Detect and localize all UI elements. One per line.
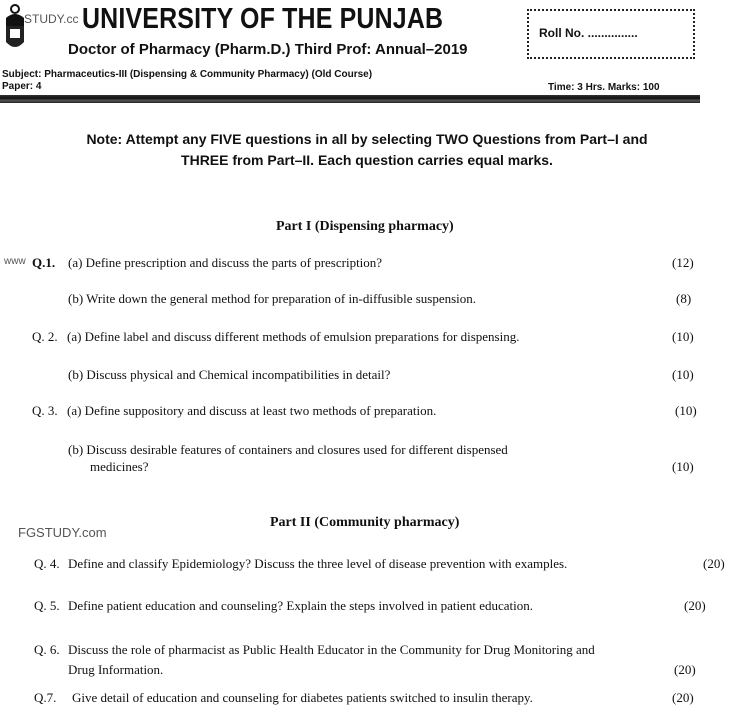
question-marks: (20) [674,662,696,677]
question-marks: (8) [676,291,692,306]
note-line-1: Note: Attempt any FIVE questions in all … [86,131,648,147]
time-marks: Time: 3 Hrs. Marks: 100 [548,82,660,93]
question-number: Q.1. [32,255,56,270]
watermark-top: STUDY.cc [24,12,79,26]
question-text: Give detail of education and counseling … [72,690,533,705]
question-number: Q.7. [34,690,57,705]
question-text: (b) Discuss physical and Chemical incomp… [68,367,391,382]
question-text: (b) Write down the general method for pr… [68,291,477,306]
question-text-cont: medicines? [90,459,149,474]
watermark-www: www [4,256,26,267]
note-line-2: THREE from Part–II. Each question carrie… [181,152,553,168]
question-text: Discuss the role of pharmacist as Public… [68,642,595,657]
university-title: UNIVERSITY OF THE PUNJAB [82,3,444,35]
question-number: Q. 4. [34,556,60,571]
question-text-cont: Drug Information. [68,662,164,677]
question-marks: (10) [672,459,694,474]
part2-title: Part II (Community pharmacy) [270,515,460,530]
question-text: (b) Discuss desirable features of contai… [68,442,508,457]
question-marks: (20) [672,690,694,705]
university-crest-logo [3,4,27,52]
watermark-mid: FGSTUDY.com [18,525,107,540]
roll-number-label: Roll No. ............... [539,26,638,40]
question-number: Q. 3. [32,403,58,418]
question-number: Q. 5. [34,598,60,613]
paper-number: Paper: 4 [2,81,42,92]
question-marks: (10) [672,329,694,344]
question-text: Define and classify Epidemiology? Discus… [68,556,568,571]
question-number: Q. 6. [34,642,60,657]
question-marks: (12) [672,255,694,270]
roll-number-box: Roll No. ............... [527,9,695,59]
question-text: Define patient education and counseling?… [68,598,533,613]
part1-title: Part I (Dispensing pharmacy) [276,219,454,234]
exam-title: Doctor of Pharmacy (Pharm.D.) Third Prof… [68,41,468,58]
question-marks: (10) [675,403,697,418]
question-marks: (20) [703,556,725,571]
subject-line: Subject: Pharmaceutics-III (Dispensing &… [2,69,373,80]
question-text: (a) Define suppository and discuss at le… [67,403,437,418]
question-number: Q. 2. [32,329,58,344]
header-divider [0,95,700,103]
question-marks: (10) [672,367,694,382]
question-text: (a) Define label and discuss different m… [67,329,520,344]
question-marks: (20) [684,598,706,613]
question-text: (a) Define prescription and discuss the … [68,255,383,270]
